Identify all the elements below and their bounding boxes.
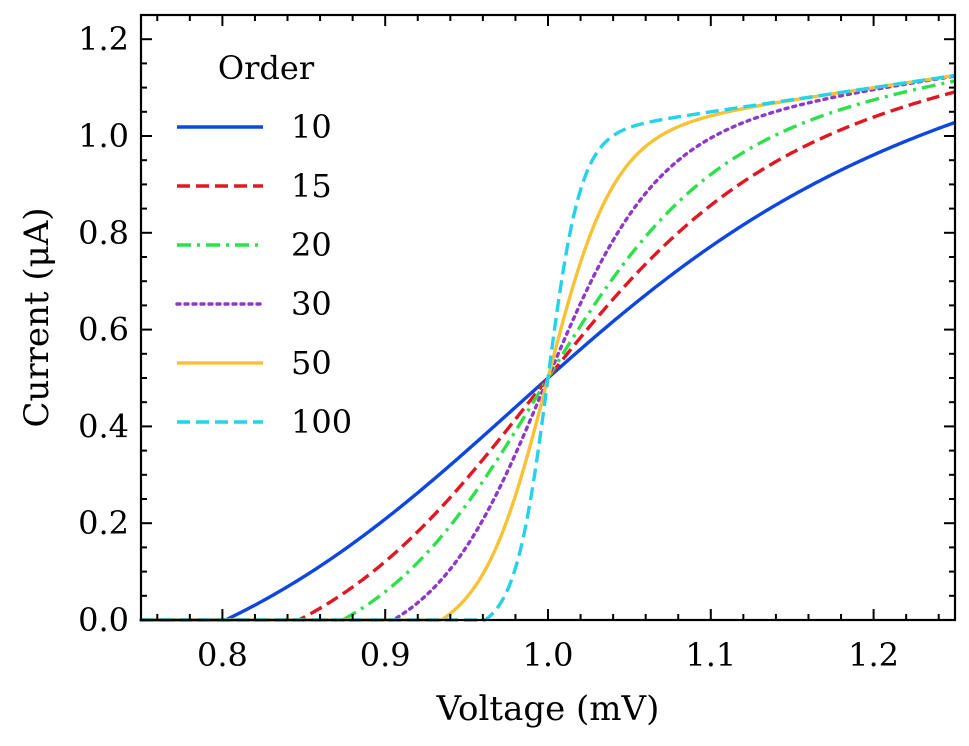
y-tick-label: 0.6 bbox=[78, 311, 129, 349]
x-tick-label: 1.2 bbox=[848, 636, 899, 674]
legend: Order 10 15 20 30 50 100 bbox=[175, 49, 352, 441]
legend-title: Order bbox=[218, 49, 315, 87]
y-tick-label: 1.2 bbox=[78, 20, 129, 58]
plot-frame bbox=[139, 13, 957, 622]
legend-label-15: 15 bbox=[291, 167, 332, 205]
tick-label-layer: 0.8 0.9 1.0 1.1 1.2 0.0 0.2 0.4 0.6 0.8 1.0 1.2 bbox=[78, 20, 899, 674]
y-axis-label: Current (μA) bbox=[17, 207, 57, 427]
legend-label-30: 30 bbox=[291, 285, 332, 323]
x-axis-label: Voltage (mV) bbox=[436, 689, 660, 729]
x-tick-label: 1.1 bbox=[685, 636, 736, 674]
legend-items: 10 15 20 30 50 100 bbox=[175, 108, 352, 441]
x-tick-label: 0.8 bbox=[197, 636, 248, 674]
y-tick-label: 0.4 bbox=[78, 407, 129, 445]
y-tick-label: 0.2 bbox=[78, 504, 129, 542]
y-tick-label: 0.0 bbox=[78, 601, 129, 639]
y-tick-label: 0.8 bbox=[78, 214, 129, 252]
legend-label-100: 100 bbox=[291, 403, 352, 441]
x-tick-label: 1.0 bbox=[523, 636, 574, 674]
legend-label-20: 20 bbox=[291, 226, 332, 264]
x-tick-label: 0.9 bbox=[360, 636, 411, 674]
y-tick-label: 1.0 bbox=[78, 117, 129, 155]
legend-label-50: 50 bbox=[291, 344, 332, 382]
legend-label-10: 10 bbox=[291, 108, 332, 146]
